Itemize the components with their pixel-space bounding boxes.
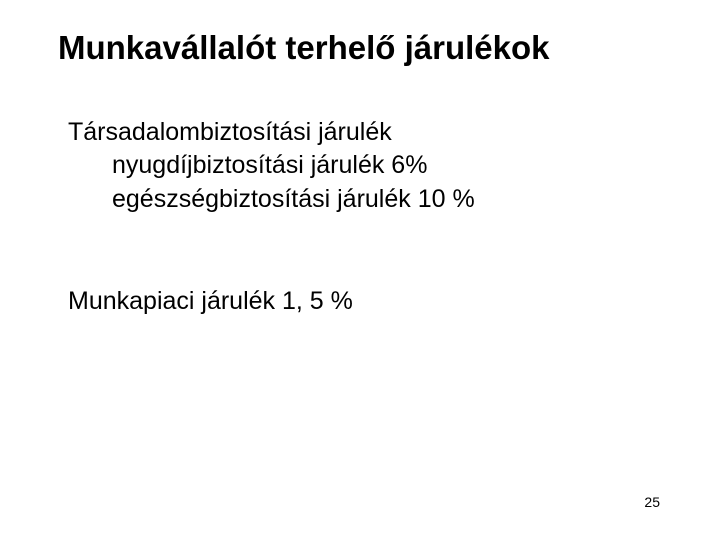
body-line-4: Munkapiaci járulék 1, 5 % — [68, 285, 670, 319]
slide-container: Munkavállalót terhelő járulékok Társadal… — [0, 0, 720, 540]
spacer — [68, 217, 670, 285]
body-line-3: egészségbiztosítási járulék 10 % — [68, 183, 670, 217]
slide-body: Társadalombiztosítási járulék nyugdíjbiz… — [58, 116, 670, 319]
page-number: 25 — [644, 494, 660, 510]
body-line-2: nyugdíjbiztosítási járulék 6% — [68, 149, 670, 183]
body-line-1: Társadalombiztosítási járulék — [68, 116, 670, 150]
slide-title: Munkavállalót terhelő járulékok — [58, 28, 670, 68]
